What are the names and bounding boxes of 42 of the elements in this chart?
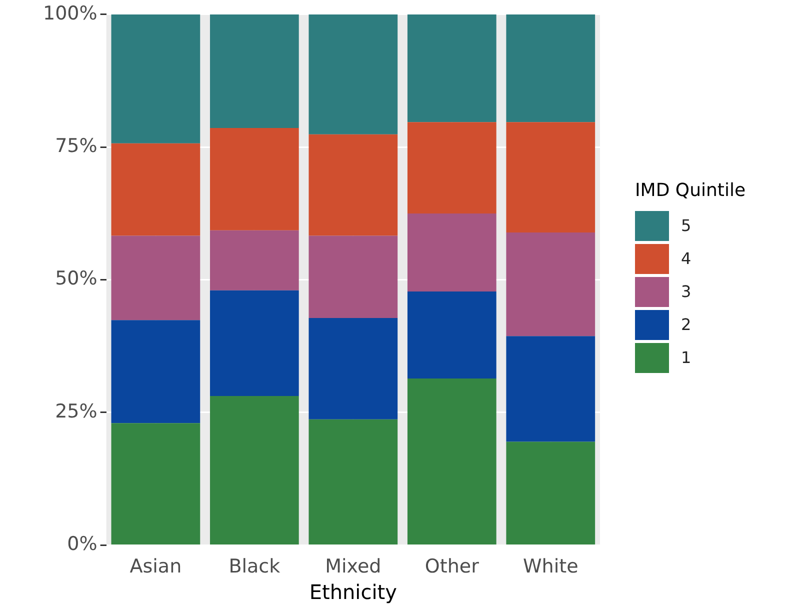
bar (210, 396, 299, 544)
bar (308, 14, 398, 134)
legend-title: IMD Quintile (635, 180, 746, 201)
x-tick-label: Black (228, 556, 280, 578)
bar (111, 143, 200, 236)
y-tick-label: 25% (55, 400, 98, 422)
legend-label: 4 (681, 249, 692, 268)
bar (210, 128, 299, 230)
y-tick-label: 50% (55, 268, 98, 290)
bar (407, 378, 496, 544)
bar (210, 14, 299, 128)
y-tick-label: 75% (55, 135, 98, 158)
legend-label: 3 (681, 282, 692, 301)
bar (506, 442, 596, 544)
bar (111, 236, 200, 320)
bar (407, 291, 496, 379)
legend-label: 1 (681, 348, 692, 367)
bar (308, 419, 398, 544)
bar (111, 14, 200, 144)
y-tick-label: 0% (67, 533, 98, 556)
bar (210, 290, 299, 396)
bar (111, 320, 200, 424)
bar (210, 230, 299, 290)
bar (506, 232, 596, 336)
bar (407, 14, 496, 122)
x-tick-label: Other (424, 556, 480, 578)
x-tick-label: Asian (130, 556, 182, 578)
bar (308, 236, 398, 318)
bar (407, 213, 496, 292)
x-axis-title: Ethnicity (309, 580, 398, 604)
bar (308, 134, 398, 236)
bar (308, 318, 398, 420)
y-tick-label: 100% (42, 2, 98, 24)
x-tick-label: Mixed (325, 556, 382, 578)
bar (407, 122, 496, 214)
legend-label: 5 (681, 216, 692, 235)
bar (506, 14, 596, 122)
bar (506, 336, 596, 442)
bar (111, 423, 200, 544)
legend-label: 2 (681, 315, 692, 334)
x-tick-label: White (523, 556, 578, 578)
bar (506, 122, 596, 233)
